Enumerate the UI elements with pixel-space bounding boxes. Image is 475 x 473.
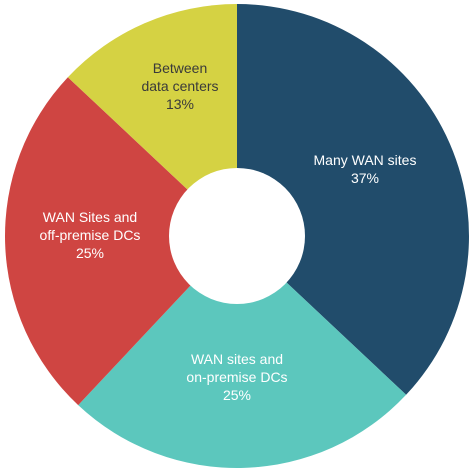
labels-layer: Many WAN sites 37% WAN sites and on-premise… [40, 60, 417, 403]
donut-slice-3 [5, 77, 238, 406]
slices-layer [5, 4, 469, 468]
slice-label-3: WAN Sites and off-premise DCs 25% [40, 209, 141, 261]
slice-label-2: WAN sites and on-premise DCs 25% [186, 351, 287, 403]
donut-hole [169, 168, 305, 304]
slice-label-line: on-premise DCs [186, 369, 287, 385]
slice-label-line: data centers [141, 78, 218, 94]
slice-label-line: Between [153, 60, 207, 76]
slice-label-4: Between data centers 13% [141, 60, 218, 112]
slice-value-1: 37% [351, 170, 379, 186]
slice-label-line: Many WAN sites [314, 152, 417, 168]
slice-label-1: Many WAN sites 37% [314, 152, 417, 186]
slice-value-4: 13% [166, 96, 194, 112]
donut-slice-2 [78, 236, 407, 468]
slice-label-line: WAN sites and [191, 351, 283, 367]
slice-label-line: off-premise DCs [40, 227, 141, 243]
slice-value-3: 25% [76, 245, 104, 261]
slice-value-2: 25% [223, 387, 251, 403]
donut-slice-4 [67, 4, 237, 236]
slice-label-line: WAN Sites and [43, 209, 137, 225]
donut-slice-1 [237, 4, 469, 395]
